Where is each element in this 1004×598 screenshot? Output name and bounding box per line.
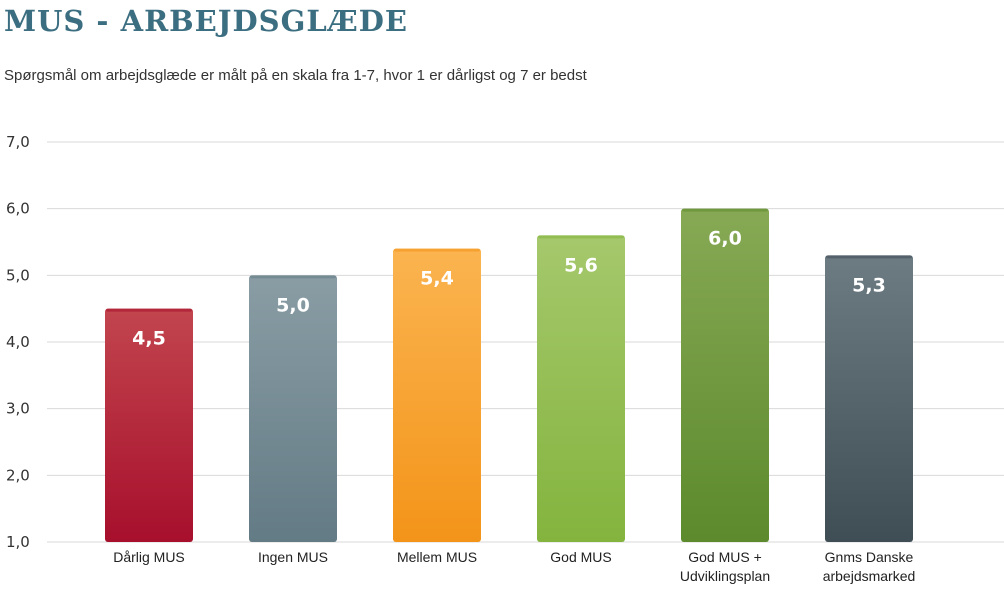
data-labels: 4,5 5,0 5,4 5,6 6,0 5,3 bbox=[132, 228, 886, 350]
bar-top-edge bbox=[394, 248, 480, 252]
y-axis-tick-labels: 1,0 2,0 3,0 4,0 5,0 6,0 7,0 bbox=[6, 133, 30, 551]
category-label: God MUS + bbox=[688, 549, 762, 565]
y-tick-label: 1,0 bbox=[6, 533, 30, 551]
y-tick-label: 4,0 bbox=[6, 333, 30, 351]
x-axis-category-labels: Dårlig MUS Ingen MUS Mellem MUS God MUS God … bbox=[113, 549, 915, 584]
data-label: 5,6 bbox=[564, 254, 598, 276]
y-tick-label: 7,0 bbox=[6, 133, 30, 151]
data-label: 5,3 bbox=[852, 274, 886, 296]
bar bbox=[105, 308, 193, 542]
data-label: 5,4 bbox=[420, 268, 454, 290]
category-label: Ingen MUS bbox=[258, 549, 328, 565]
category-label: Dårlig MUS bbox=[113, 549, 185, 565]
bar-top-edge bbox=[826, 255, 912, 259]
y-tick-label: 2,0 bbox=[6, 466, 30, 484]
bar-top-edge bbox=[106, 308, 192, 312]
bar bbox=[249, 275, 337, 542]
category-label: Gnms Danske bbox=[825, 549, 914, 565]
bar bbox=[537, 235, 625, 543]
category-label: God MUS bbox=[550, 549, 611, 565]
bar-top-edge bbox=[682, 208, 768, 212]
bar bbox=[393, 248, 481, 542]
category-label: arbejdsmarked bbox=[823, 568, 916, 584]
chart-title: MUS - ARBEJDSGLÆDE bbox=[4, 4, 408, 38]
bar bbox=[681, 208, 769, 542]
category-label: Udviklingsplan bbox=[680, 568, 770, 584]
category-label: Mellem MUS bbox=[397, 549, 477, 565]
bars bbox=[105, 208, 913, 543]
data-label: 4,5 bbox=[132, 328, 166, 350]
bar-top-edge bbox=[538, 235, 624, 239]
data-label: 6,0 bbox=[708, 228, 742, 250]
data-label: 5,0 bbox=[276, 294, 310, 316]
bar-top-edge bbox=[250, 275, 336, 279]
bar bbox=[825, 255, 913, 543]
chart-subtitle: Spørgsmål om arbejdsglæde er målt på en … bbox=[4, 67, 587, 84]
y-tick-label: 5,0 bbox=[6, 266, 30, 284]
y-tick-label: 3,0 bbox=[6, 400, 30, 418]
y-tick-label: 6,0 bbox=[6, 200, 30, 218]
